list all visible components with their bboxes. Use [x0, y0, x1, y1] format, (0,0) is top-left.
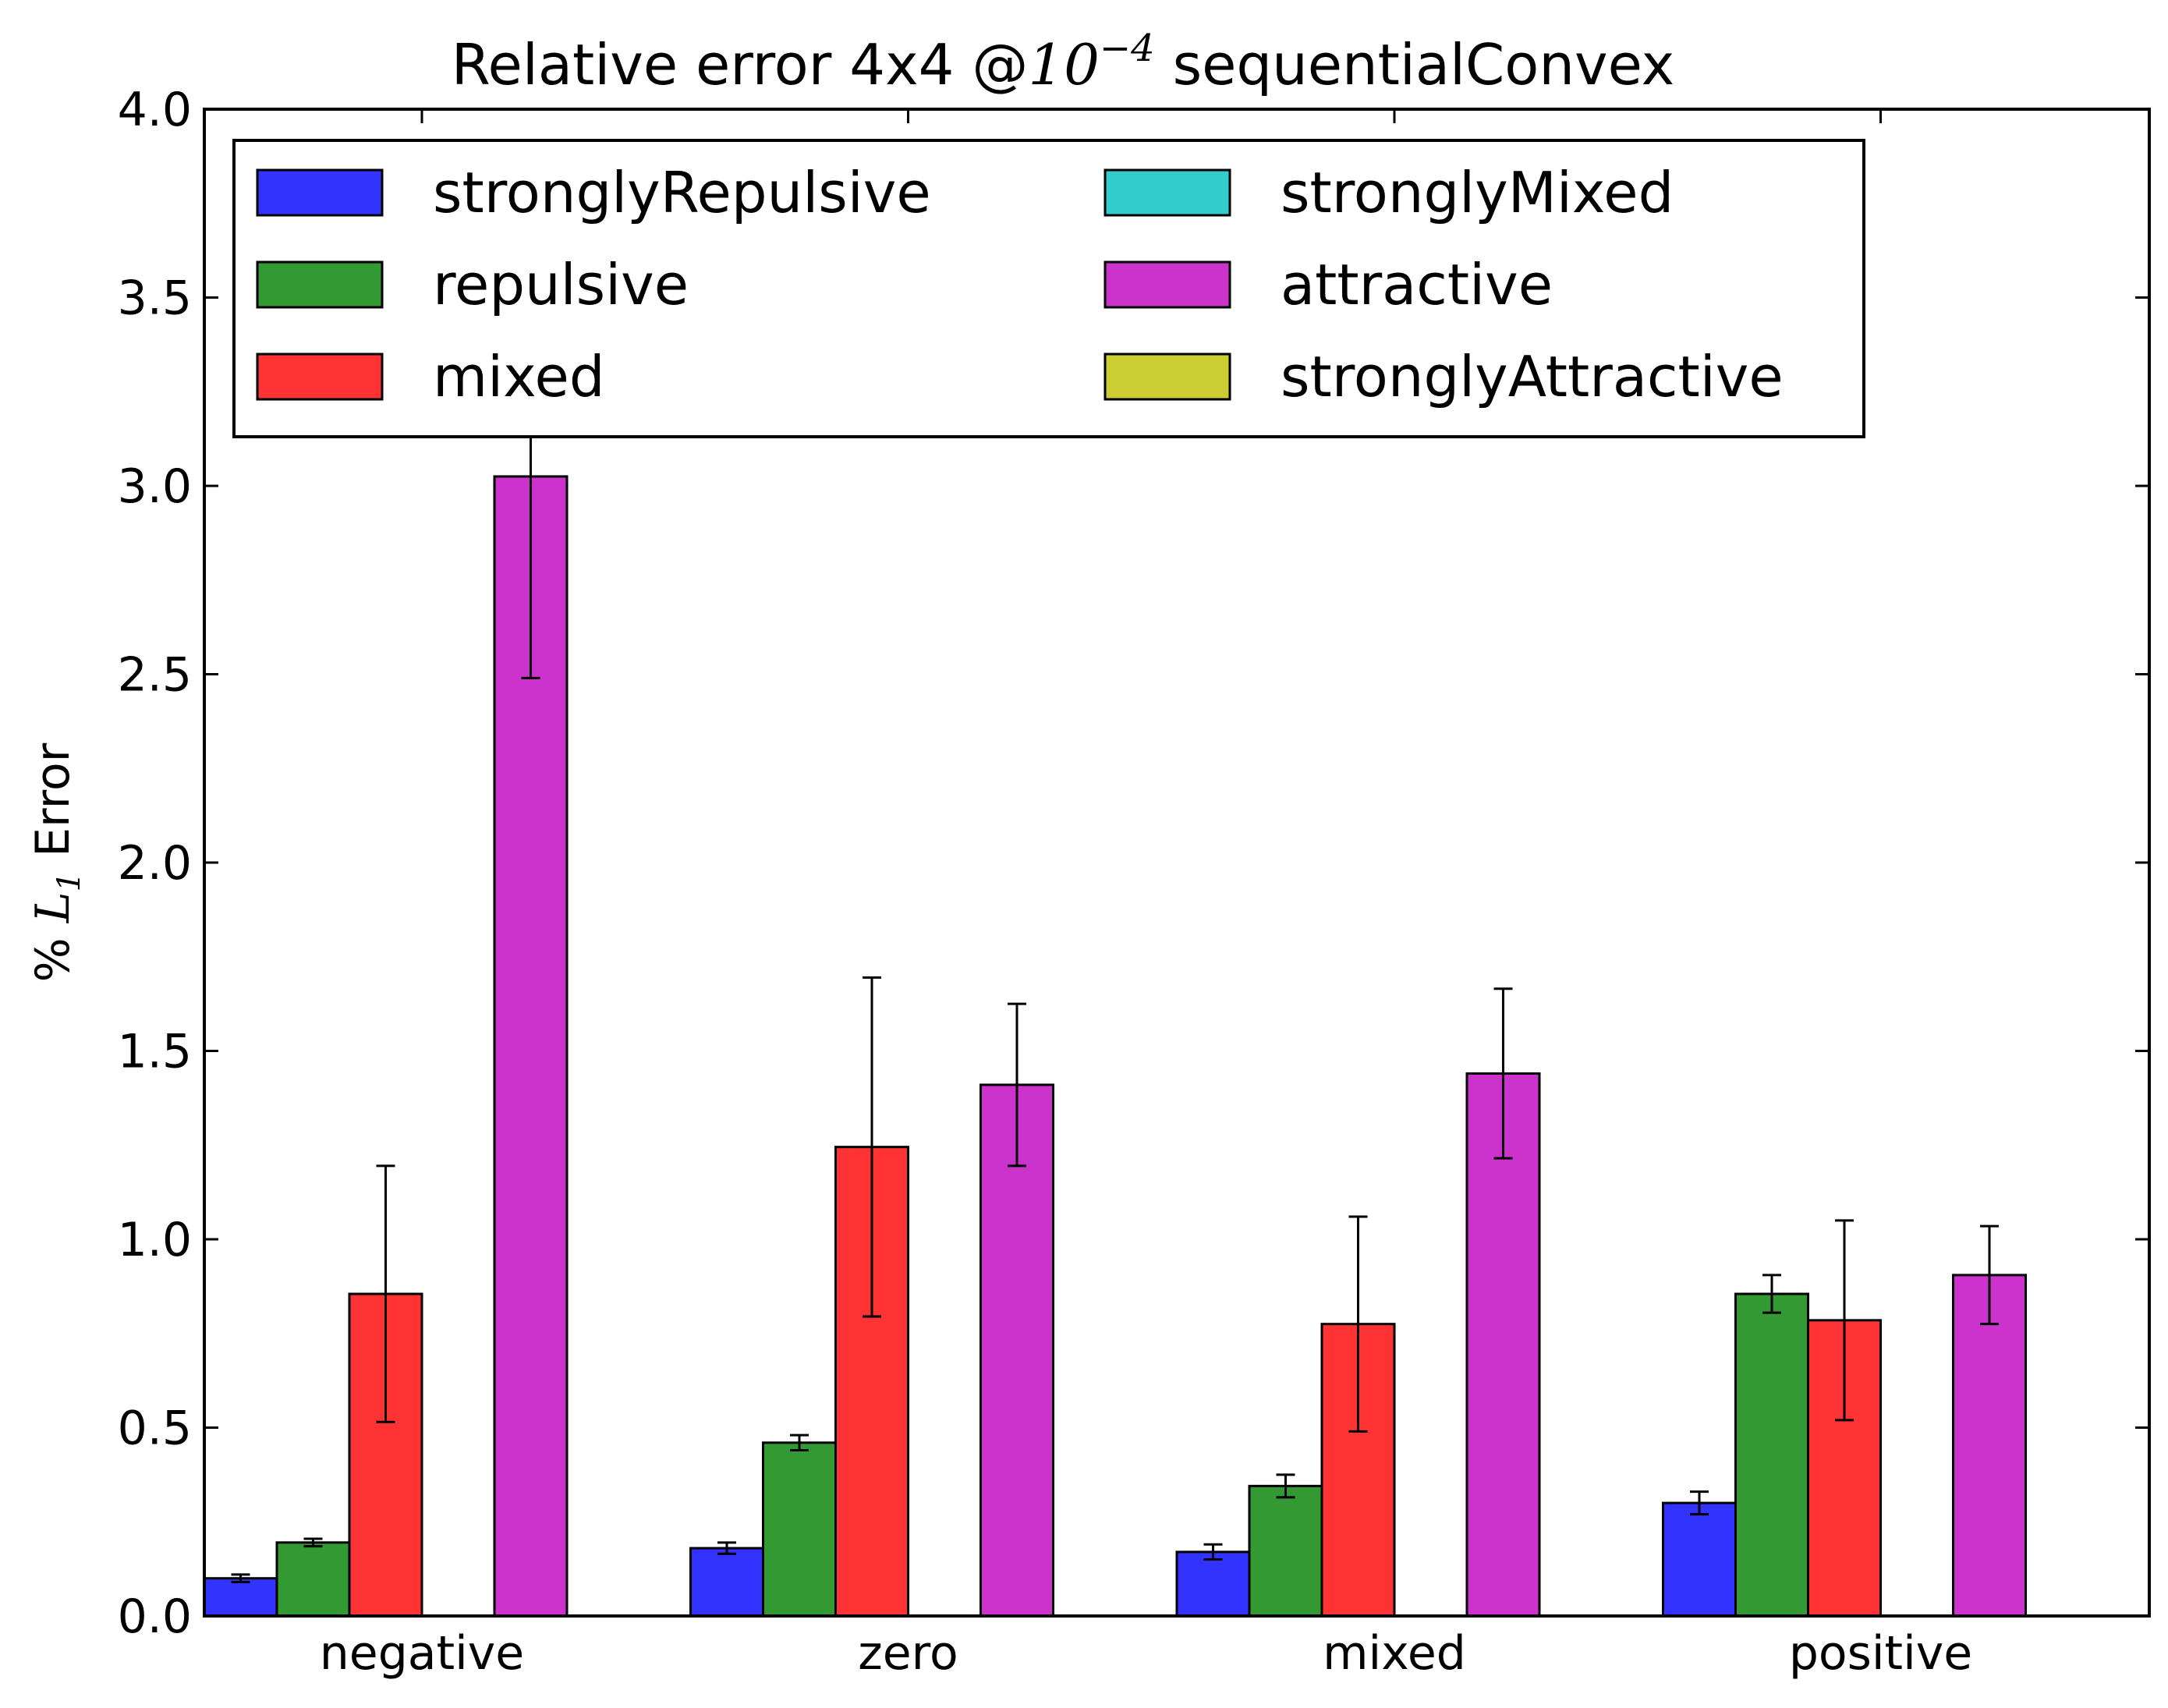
errorbars-layer	[231, 274, 1999, 1584]
y-axis-label: % L1 Error	[26, 742, 87, 982]
chart-title: Relative error 4x4 @10−4 sequentialConve…	[452, 27, 1674, 97]
legend-label-stronglyRepulsive: stronglyRepulsive	[433, 160, 931, 225]
bar-stronglyRepulsive-positive	[1662, 1501, 1737, 1618]
legend-label-stronglyMixed: stronglyMixed	[1281, 160, 1674, 225]
legend-label-attractive: attractive	[1281, 252, 1553, 317]
bar-stronglyRepulsive-mixed	[1175, 1550, 1251, 1618]
bar-stronglyRepulsive-negative	[203, 1577, 278, 1618]
y-tick-label: 2.0	[118, 836, 192, 891]
title-prefix: Relative error 4x4 @	[452, 32, 1029, 97]
legend-swatch-stronglyRepulsive	[256, 168, 384, 217]
title-math-base: 10	[1028, 32, 1100, 97]
legend-swatch-stronglyMixed	[1103, 168, 1231, 217]
y-tick-label: 3.0	[118, 459, 192, 514]
bar-repulsive-mixed	[1248, 1484, 1323, 1618]
y-tick-label: 0.5	[118, 1401, 192, 1456]
x-axis: negative zero mixed positive	[320, 109, 1972, 1681]
y-tick-label: 1.5	[118, 1025, 192, 1079]
bar-stronglyRepulsive-zero	[689, 1547, 764, 1618]
y-tick-label: 0.0	[118, 1589, 192, 1644]
bar-attractive-positive	[1952, 1274, 2027, 1618]
legend-label-stronglyAttractive: stronglyAttractive	[1281, 344, 1784, 409]
ylabel-math-sub: 1	[51, 872, 87, 891]
bar-repulsive-zero	[762, 1441, 837, 1618]
legend-swatch-attractive	[1103, 260, 1231, 309]
y-tick-label: 4.0	[118, 83, 192, 137]
bars-layer	[203, 475, 2027, 1618]
bar-repulsive-negative	[275, 1541, 351, 1618]
ylabel-suffix: Error	[26, 742, 80, 872]
y-tick-label: 1.0	[118, 1213, 192, 1267]
legend-swatch-stronglyAttractive	[1103, 353, 1231, 401]
y-axis: 0.0 0.5 1.0 1.5 2.0 2.5 3.0 3.5 4.0	[118, 83, 2149, 1644]
x-category-label: negative	[320, 1626, 524, 1681]
y-tick-label: 3.5	[118, 271, 192, 326]
x-category-label: mixed	[1323, 1626, 1466, 1681]
title-suffix: sequentialConvex	[1155, 32, 1675, 97]
y-tick-label: 2.5	[118, 648, 192, 703]
x-category-label: positive	[1789, 1626, 1972, 1681]
x-category-label: zero	[858, 1626, 958, 1681]
legend: stronglyRepulsive repulsive mixed stronglyM…	[232, 139, 1865, 438]
ylabel-math-var: L	[26, 891, 80, 923]
legend-swatch-repulsive	[256, 260, 384, 309]
ylabel-prefix: %	[26, 923, 80, 982]
legend-swatch-mixed	[256, 353, 384, 401]
title-math-exponent: −4	[1100, 27, 1155, 70]
legend-box	[232, 139, 1865, 438]
bar-attractive-zero	[979, 1083, 1054, 1618]
bar-repulsive-positive	[1734, 1292, 1809, 1618]
legend-label-repulsive: repulsive	[433, 252, 689, 317]
bar-attractive-mixed	[1465, 1072, 1541, 1618]
legend-label-mixed: mixed	[433, 344, 605, 409]
